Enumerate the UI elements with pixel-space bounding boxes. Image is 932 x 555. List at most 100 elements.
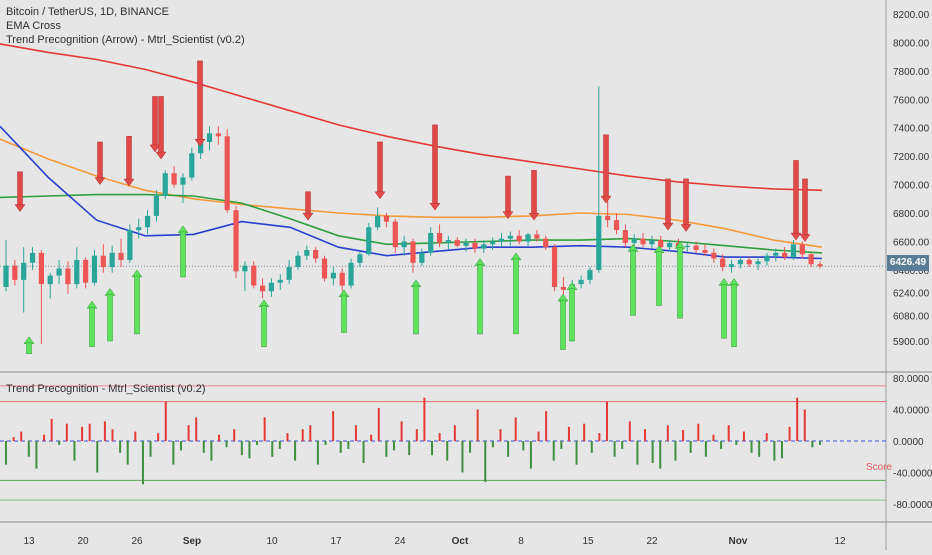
score-bar [476, 409, 479, 441]
candle-body [171, 173, 177, 185]
candle-body [162, 173, 168, 196]
score-bar [735, 441, 738, 445]
candle-body [251, 265, 257, 286]
down-arrow [149, 96, 161, 153]
sub-legend: Trend Precognition - Mtrl_Scientist (v0.… [6, 382, 206, 396]
score-bar [567, 426, 570, 441]
candle-body [330, 272, 336, 279]
score-bar [202, 441, 205, 453]
candle-body [56, 268, 62, 276]
down-arrow-head [149, 144, 161, 153]
candle-body [684, 245, 690, 248]
candle-body [118, 252, 124, 260]
score-bar [469, 441, 472, 453]
down-arrow-head [600, 195, 612, 204]
score-bar [758, 441, 761, 457]
up-arrow [510, 252, 522, 335]
score-bar [179, 441, 182, 451]
time-tick-label: Nov [729, 536, 748, 547]
score-bar [134, 431, 137, 441]
score-bar [172, 441, 175, 465]
candle-body [65, 268, 71, 285]
candle-body [392, 221, 398, 248]
candle-body [490, 241, 496, 245]
sub-legend-title: Trend Precognition - Mtrl_Scientist (v0.… [6, 383, 206, 395]
score-bar [354, 425, 357, 441]
last-price-tag: 6426.49 [887, 255, 929, 271]
score-bar [575, 441, 578, 465]
price-tick-label: 6600.00 [893, 237, 930, 248]
up-arrow [86, 300, 98, 347]
up-arrow-shaft [26, 342, 32, 355]
candle-body [587, 269, 593, 280]
time-tick-label: 17 [330, 536, 342, 547]
down-arrow-shaft [197, 60, 203, 141]
score-bar [20, 431, 23, 441]
down-arrow-head [14, 204, 26, 213]
down-arrow-head [374, 191, 386, 200]
score-bar [689, 441, 692, 453]
up-arrow [674, 241, 686, 319]
up-arrow-shaft [134, 275, 140, 335]
score-bar [423, 397, 426, 441]
score-bar [324, 441, 327, 445]
candle-body [790, 244, 797, 258]
price-tick-label: 7600.00 [893, 95, 930, 106]
score-bar [96, 441, 99, 473]
score-bar [522, 441, 525, 451]
score-bar [12, 437, 15, 441]
candle-body [153, 195, 160, 216]
up-arrow [566, 282, 578, 342]
score-bar [552, 441, 555, 461]
down-arrow [94, 141, 106, 186]
down-arrow-head [123, 178, 135, 187]
candle-body [313, 250, 319, 259]
candle-body [773, 252, 779, 256]
candle-body [180, 177, 186, 185]
candle-body [339, 272, 345, 286]
score-bar [316, 441, 319, 465]
down-arrow [374, 141, 386, 200]
up-arrow [653, 245, 665, 306]
score-bar [88, 423, 91, 441]
score-bar [453, 425, 456, 441]
time-tick-label: 24 [394, 536, 406, 547]
candle-body [720, 258, 726, 268]
candle-body [649, 240, 655, 245]
score-tick-label: -40.0000 [893, 469, 932, 480]
price-tick-label: 6080.00 [893, 311, 930, 322]
candle-body [366, 227, 372, 255]
down-arrow [528, 170, 540, 221]
down-arrow-shaft [17, 171, 23, 206]
candle-body [259, 285, 266, 292]
candle-body [622, 230, 628, 243]
up-arrow [557, 293, 569, 350]
candle-body [12, 265, 18, 280]
score-bar [58, 441, 61, 445]
candle-body [91, 255, 98, 283]
candle-body [507, 235, 513, 239]
candle-body [702, 250, 708, 253]
candle-body [605, 215, 611, 221]
score-bar [765, 433, 768, 441]
time-tick-label: 26 [131, 536, 143, 547]
candle-body [711, 252, 717, 259]
score-bar [545, 411, 548, 441]
down-arrow-shaft [683, 178, 689, 226]
up-arrow [728, 278, 740, 347]
score-bar [362, 441, 365, 464]
candle-body [304, 250, 310, 256]
candle-body [206, 133, 213, 142]
candle-body [74, 259, 80, 285]
score-bar [27, 441, 30, 457]
down-arrow-head [790, 232, 802, 241]
score-bar [50, 418, 53, 441]
candle-body [560, 286, 567, 290]
score-bar [271, 441, 274, 457]
down-arrow [662, 178, 674, 231]
candle-body [631, 238, 637, 243]
up-arrow-shaft [89, 306, 95, 347]
candle-body [578, 279, 584, 285]
score-tick-label: 0.0000 [893, 437, 924, 448]
candle-body [127, 230, 133, 260]
